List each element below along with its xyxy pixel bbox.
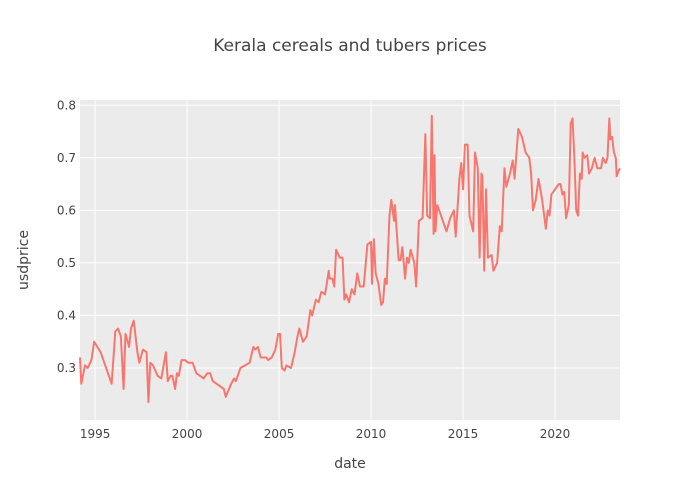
line xyxy=(79,114,621,404)
x-tick-label: 2020 xyxy=(540,427,571,441)
x-tick-label: 2005 xyxy=(264,427,295,441)
x-tick-label: 2015 xyxy=(448,427,479,441)
y-tick-label: 0.3 xyxy=(57,361,76,375)
y-tick-label: 0.7 xyxy=(57,151,76,165)
y-tick-label: 0.6 xyxy=(57,203,76,217)
x-tick-label: 2010 xyxy=(356,427,387,441)
x-axis-title: date xyxy=(334,456,366,472)
y-tick-label: 0.8 xyxy=(57,98,76,112)
y-axis-title: usdprice xyxy=(16,230,32,290)
y-tick-label: 0.5 xyxy=(57,256,76,270)
y-tick-label: 0.4 xyxy=(57,308,76,322)
plot-background xyxy=(80,100,620,420)
x-tick-label: 2000 xyxy=(172,427,203,441)
x-tick-label: 1995 xyxy=(80,427,111,441)
chart-title: Kerala cereals and tubers prices xyxy=(213,36,487,56)
